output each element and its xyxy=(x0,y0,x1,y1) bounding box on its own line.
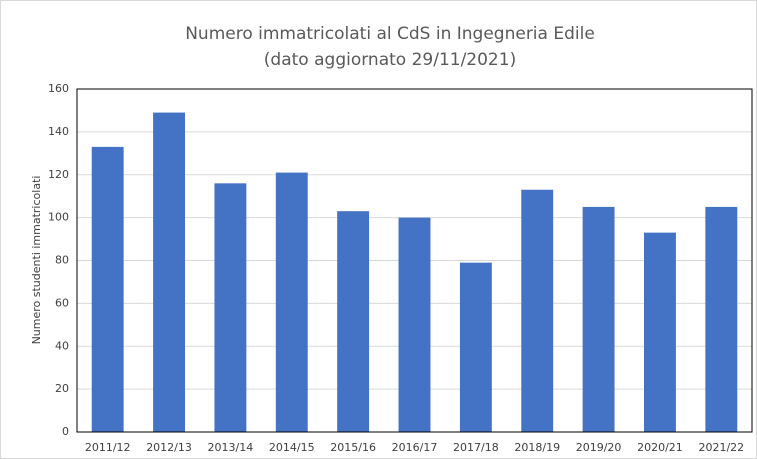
y-tick-label: 100 xyxy=(48,211,69,224)
y-axis-label: Numero studenti immatricolati xyxy=(30,176,43,345)
bar xyxy=(459,262,492,432)
y-tick-label: 120 xyxy=(48,168,69,181)
bar xyxy=(214,183,247,432)
y-tick-label: 0 xyxy=(62,425,69,438)
bar xyxy=(644,232,676,432)
y-tick-label: 80 xyxy=(55,254,69,267)
bar xyxy=(337,211,370,432)
y-tick-label: 40 xyxy=(55,339,69,352)
bar xyxy=(521,189,554,432)
y-tick-label: 60 xyxy=(55,296,69,309)
x-tick-label: 2021/22 xyxy=(698,441,744,454)
chart-title: Numero immatricolati al CdS in Ingegneri… xyxy=(185,24,595,44)
bar xyxy=(398,217,431,432)
x-tick-label: 2013/14 xyxy=(208,441,254,454)
bar xyxy=(582,206,615,432)
x-tick-label: 2019/20 xyxy=(576,441,622,454)
x-tick-label: 2015/16 xyxy=(330,441,376,454)
x-tick-label: 2017/18 xyxy=(453,441,499,454)
bar xyxy=(705,206,738,432)
bar xyxy=(91,146,124,432)
y-tick-label: 140 xyxy=(48,125,69,138)
x-tick-label: 2011/12 xyxy=(85,441,131,454)
y-tick-label: 160 xyxy=(48,82,69,95)
bar xyxy=(275,172,308,432)
x-tick-label: 2016/17 xyxy=(392,441,438,454)
x-tick-label: 2012/13 xyxy=(146,441,192,454)
chart-subtitle: (dato aggiornato 29/11/2021) xyxy=(264,50,516,70)
x-tick-label: 2014/15 xyxy=(269,441,315,454)
y-tick-label: 20 xyxy=(55,382,69,395)
bar xyxy=(153,112,185,433)
x-tick-label: 2020/21 xyxy=(637,441,683,454)
x-tick-label: 2018/19 xyxy=(514,441,560,454)
plot-frame xyxy=(76,88,753,433)
